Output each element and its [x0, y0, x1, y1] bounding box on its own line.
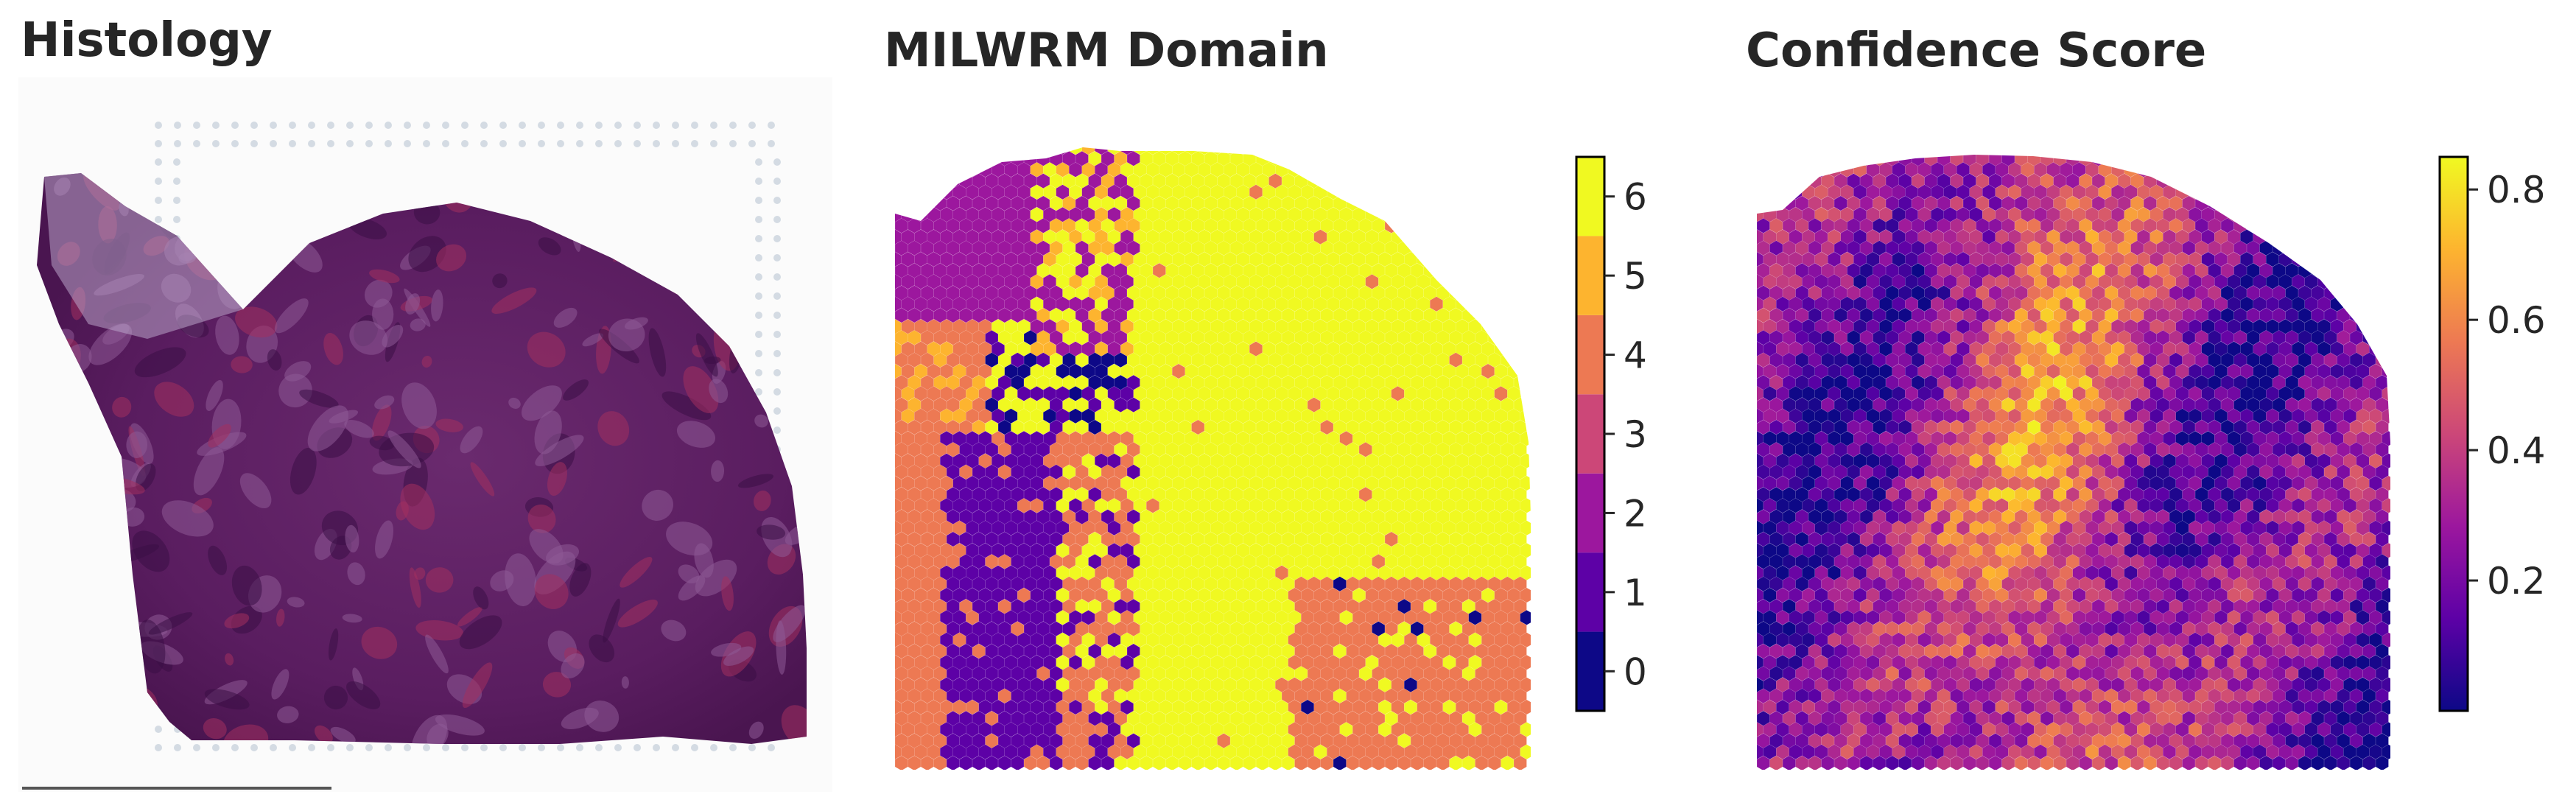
domain-map [895, 147, 1531, 770]
confidence-colorbar: 0.2 0.4 0.6 0.8 [2438, 155, 2546, 712]
colorbar-segment-6 [1576, 157, 1604, 236]
colorbar-segment-1 [1576, 552, 1604, 632]
histology-image [18, 77, 832, 792]
colorbar-tick-label: 5 [1624, 255, 1647, 298]
confidence-map [1757, 155, 2390, 770]
confidence-title: Confidence Score [1746, 24, 2207, 78]
colorbar-segment-3 [1576, 394, 1604, 474]
colorbar-tick-label: 3 [1624, 413, 1647, 456]
colorbar-segment-5 [1576, 236, 1604, 315]
domain-colorbar: 0 1 2 3 4 5 6 [1575, 155, 1647, 712]
colorbar-tick-label: 2 [1624, 492, 1647, 535]
colorbar-tick-label: 4 [1624, 334, 1647, 377]
colorbar-segment-4 [1576, 315, 1604, 395]
colorbar-tick-label: 0.4 [2487, 429, 2546, 472]
colorbar-segment-2 [1576, 473, 1604, 553]
colorbar-tick-label: 1 [1624, 572, 1647, 614]
colorbar-tick-label: 0.2 [2487, 560, 2546, 603]
colorbar-tick-label: 0.6 [2487, 299, 2546, 342]
colorbar-tick-label: 0.8 [2487, 169, 2546, 211]
histology-title: Histology [21, 13, 273, 68]
colorbar-tick-label: 6 [1624, 176, 1647, 219]
colorbar-tick-label: 0 [1624, 650, 1647, 693]
colorbar-segment-0 [1576, 631, 1604, 711]
domain-title: MILWRM Domain [884, 24, 1329, 78]
